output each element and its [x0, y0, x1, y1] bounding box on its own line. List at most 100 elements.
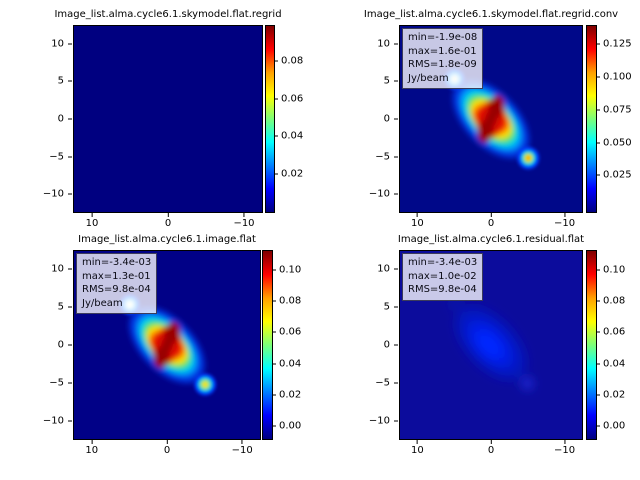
tick-mark — [272, 331, 276, 333]
stats-max: max=1.6e-01 — [408, 45, 477, 57]
subplot-title: Image_list.alma.cycle6.1.skymodel.flat.r… — [54, 9, 282, 20]
tick-mark — [596, 43, 600, 45]
tick-mark — [68, 344, 72, 346]
x-tick-0: 0 — [488, 440, 494, 456]
tick-mark — [394, 43, 398, 45]
tick-mark — [596, 174, 600, 176]
tick-mark — [596, 109, 600, 111]
colorbar-tick-0.08: 0.08 — [272, 296, 301, 307]
x-tick-10: 10 — [411, 440, 424, 456]
y-tick--10: −10 — [369, 189, 398, 200]
tick-label: −10 — [42, 415, 64, 427]
tick-label: −5 — [375, 377, 390, 389]
subplot-title: Image_list.alma.cycle6.1.image.flat — [78, 234, 256, 245]
tick-mark — [68, 306, 72, 308]
tick-label: 0 — [383, 339, 390, 351]
stats-box: min=-3.4e-03 max=1.0e-02 RMS=9.8e-04 — [402, 253, 484, 301]
tick-mark — [416, 213, 418, 217]
y-tick--5: −5 — [49, 151, 72, 162]
tick-mark — [394, 268, 398, 270]
y-tick--10: −10 — [369, 416, 398, 427]
tick-label: 10 — [85, 218, 99, 229]
colorbar-tick-0.025: 0.025 — [596, 170, 632, 181]
colorbar-tick-0.08: 0.08 — [596, 296, 625, 307]
tick-mark — [394, 193, 398, 195]
tick-mark — [564, 213, 566, 217]
colorbar-gradient — [587, 26, 596, 212]
tick-mark — [596, 394, 600, 396]
tick-mark — [274, 135, 278, 137]
x-tick--10: −10 — [232, 440, 253, 456]
tick-mark — [596, 142, 600, 144]
colorbar-tick-0.10: 0.10 — [272, 264, 301, 275]
y-tick-5: 5 — [384, 302, 398, 313]
colorbar-tick-label: 0.10 — [603, 264, 626, 276]
tick-mark — [394, 80, 398, 82]
colorbar-tick-0.02: 0.02 — [274, 169, 303, 180]
tick-mark — [394, 382, 398, 384]
colorbar: 0.02 0.04 0.06 0.08 — [265, 25, 303, 213]
colorbar: 0.00 0.02 0.04 0.06 0.08 0.10 — [262, 250, 301, 440]
colorbar-tick-0.125: 0.125 — [596, 39, 632, 50]
tick-mark — [596, 300, 600, 302]
colorbar-tick-0.10: 0.10 — [596, 264, 625, 275]
colorbar-tick-0.02: 0.02 — [272, 390, 301, 401]
colorbar-tick-label: 0.06 — [279, 326, 302, 338]
y-tick-0: 0 — [58, 114, 72, 125]
tick-label: −10 — [368, 415, 390, 427]
stats-rms: RMS=9.8e-04 — [408, 284, 477, 295]
colorbar-tick-label: 0.075 — [603, 104, 632, 116]
colorbar-tick-0.06: 0.06 — [596, 327, 625, 338]
tick-label: −10 — [231, 445, 253, 456]
tick-mark — [490, 213, 492, 217]
y-tick-5: 5 — [384, 76, 398, 87]
colorbar-tick-label: 0.02 — [279, 389, 302, 401]
tick-label: −10 — [554, 445, 576, 456]
x-tick-0: 0 — [165, 213, 171, 229]
colorbar-tick-label: 0.00 — [603, 420, 626, 432]
stats-units: Jy/beam — [408, 72, 449, 84]
x-tick-0: 0 — [488, 213, 494, 229]
tick-mark — [68, 382, 72, 384]
colorbar-gradient — [587, 251, 596, 439]
colorbar-tick-0.04: 0.04 — [596, 358, 625, 369]
y-tick-5: 5 — [58, 76, 72, 87]
tick-label: −10 — [233, 218, 255, 229]
tick-label: 10 — [377, 263, 390, 275]
y-tick-10: 10 — [377, 264, 398, 275]
tick-label: 5 — [57, 75, 64, 87]
y-tick--5: −5 — [375, 378, 398, 389]
tick-mark — [167, 213, 169, 217]
tick-mark — [596, 331, 600, 333]
colorbar-tick-label: 0.06 — [603, 326, 626, 338]
colorbar-tick-label: 0.00 — [279, 420, 302, 432]
colorbar-tick-label: 0.04 — [279, 358, 302, 370]
stats-units: Jy/beam — [82, 297, 123, 309]
colorbar-tick-label: 0.08 — [281, 55, 304, 67]
tick-mark — [68, 420, 72, 422]
tick-mark — [394, 118, 398, 120]
tick-mark — [394, 306, 398, 308]
tick-mark — [596, 76, 600, 78]
tick-label: −5 — [49, 377, 64, 389]
tick-mark — [596, 363, 600, 365]
colorbar-tick-label: 0.10 — [279, 264, 302, 276]
colorbar-tick-0.075: 0.075 — [596, 104, 632, 115]
subplot-title: Image_list.alma.cycle6.1.residual.flat — [397, 234, 585, 245]
image-axes — [399, 25, 583, 213]
colorbar-tick-0.04: 0.04 — [272, 358, 301, 369]
stats-min: min=-1.9e-08 — [408, 32, 478, 43]
tick-label: 5 — [57, 301, 64, 313]
tick-label: 0 — [57, 113, 64, 125]
heatmap-image — [400, 26, 582, 212]
tick-mark — [68, 80, 72, 82]
tick-mark — [91, 440, 93, 444]
tick-label: 10 — [51, 38, 64, 50]
x-tick-0: 0 — [164, 440, 170, 456]
tick-label: 10 — [411, 218, 424, 229]
tick-label: −10 — [42, 188, 64, 200]
tick-label: 5 — [383, 75, 390, 87]
subplot-image-flat: Image_list.alma.cycle6.1.image.flat — [43, 234, 301, 456]
y-tick-10: 10 — [377, 38, 398, 49]
colorbar-tick-0.08: 0.08 — [274, 55, 303, 66]
